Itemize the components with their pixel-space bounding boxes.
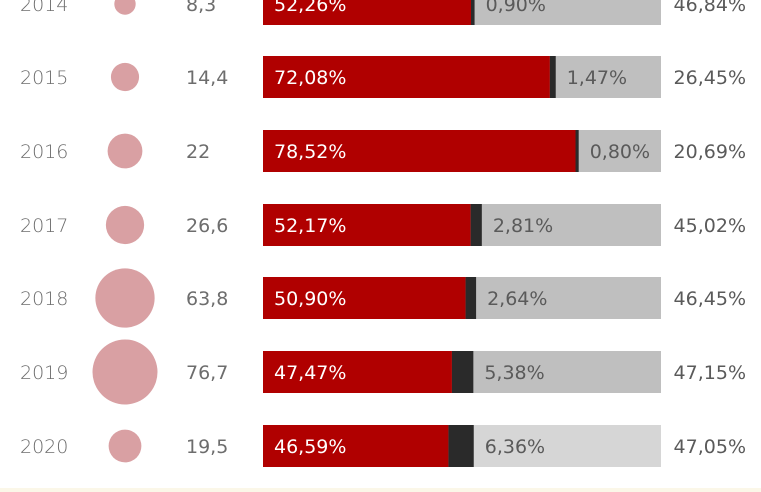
bar-segment-secondary [549, 56, 556, 98]
rest-pct-label: 46,45% [674, 288, 746, 310]
value-label: 63,8 [186, 288, 228, 310]
year-label: 2014 [20, 0, 68, 16]
year-label: 2020 [20, 436, 68, 458]
primary-pct-label: 72,08% [274, 67, 346, 89]
bar-segment-secondary [470, 0, 475, 25]
bar-segment-primary [263, 130, 576, 172]
value-label: 22 [186, 141, 210, 163]
secondary-pct-label: 0,90% [486, 0, 546, 16]
primary-pct-label: 50,90% [274, 288, 346, 310]
bar-segment-secondary [575, 130, 579, 172]
bar-segment-secondary [470, 204, 482, 246]
bar-segment-primary [263, 56, 550, 98]
value-bubble [95, 268, 155, 328]
primary-pct-label: 46,59% [274, 436, 346, 458]
bar-segment-primary [263, 204, 471, 246]
bar-segment-secondary [448, 425, 474, 467]
rest-pct-label: 20,69% [674, 141, 746, 163]
secondary-pct-label: 5,38% [484, 362, 544, 384]
value-label: 14,4 [186, 67, 228, 89]
value-label: 19,5 [186, 436, 228, 458]
bar-segment-primary [263, 277, 466, 319]
rest-pct-label: 47,15% [674, 362, 746, 384]
value-bubble [108, 429, 142, 463]
primary-pct-label: 52,26% [274, 0, 346, 16]
bar-segment-secondary [465, 277, 477, 319]
value-label: 8,3 [186, 0, 216, 16]
value-bubble [92, 339, 158, 405]
bar-segment-primary [263, 351, 452, 393]
year-label: 2017 [20, 215, 68, 237]
secondary-pct-label: 6,36% [485, 436, 545, 458]
year-label: 2019 [20, 362, 68, 384]
value-bubble [105, 205, 145, 245]
year-label: 2015 [20, 67, 68, 89]
rest-pct-label: 45,02% [674, 215, 746, 237]
bar-segment-primary [263, 425, 449, 467]
secondary-pct-label: 2,81% [493, 215, 553, 237]
year-label: 2016 [20, 141, 68, 163]
primary-pct-label: 47,47% [274, 362, 346, 384]
rest-pct-label: 47,05% [674, 436, 746, 458]
bar-segment-secondary [451, 351, 474, 393]
bar-segment-primary [263, 0, 471, 25]
secondary-pct-label: 0,80% [590, 141, 650, 163]
secondary-pct-label: 1,47% [567, 67, 627, 89]
value-label: 26,6 [186, 215, 228, 237]
primary-pct-label: 52,17% [274, 215, 346, 237]
value-label: 76,7 [186, 362, 228, 384]
bottom-strip [0, 488, 761, 492]
year-label: 2018 [20, 288, 68, 310]
value-bubble [110, 62, 140, 92]
secondary-pct-label: 2,64% [487, 288, 547, 310]
rest-pct-label: 46,84% [674, 0, 746, 16]
primary-pct-label: 78,52% [274, 141, 346, 163]
value-bubble [107, 133, 143, 169]
rest-pct-label: 26,45% [674, 67, 746, 89]
value-bubble [114, 0, 136, 15]
